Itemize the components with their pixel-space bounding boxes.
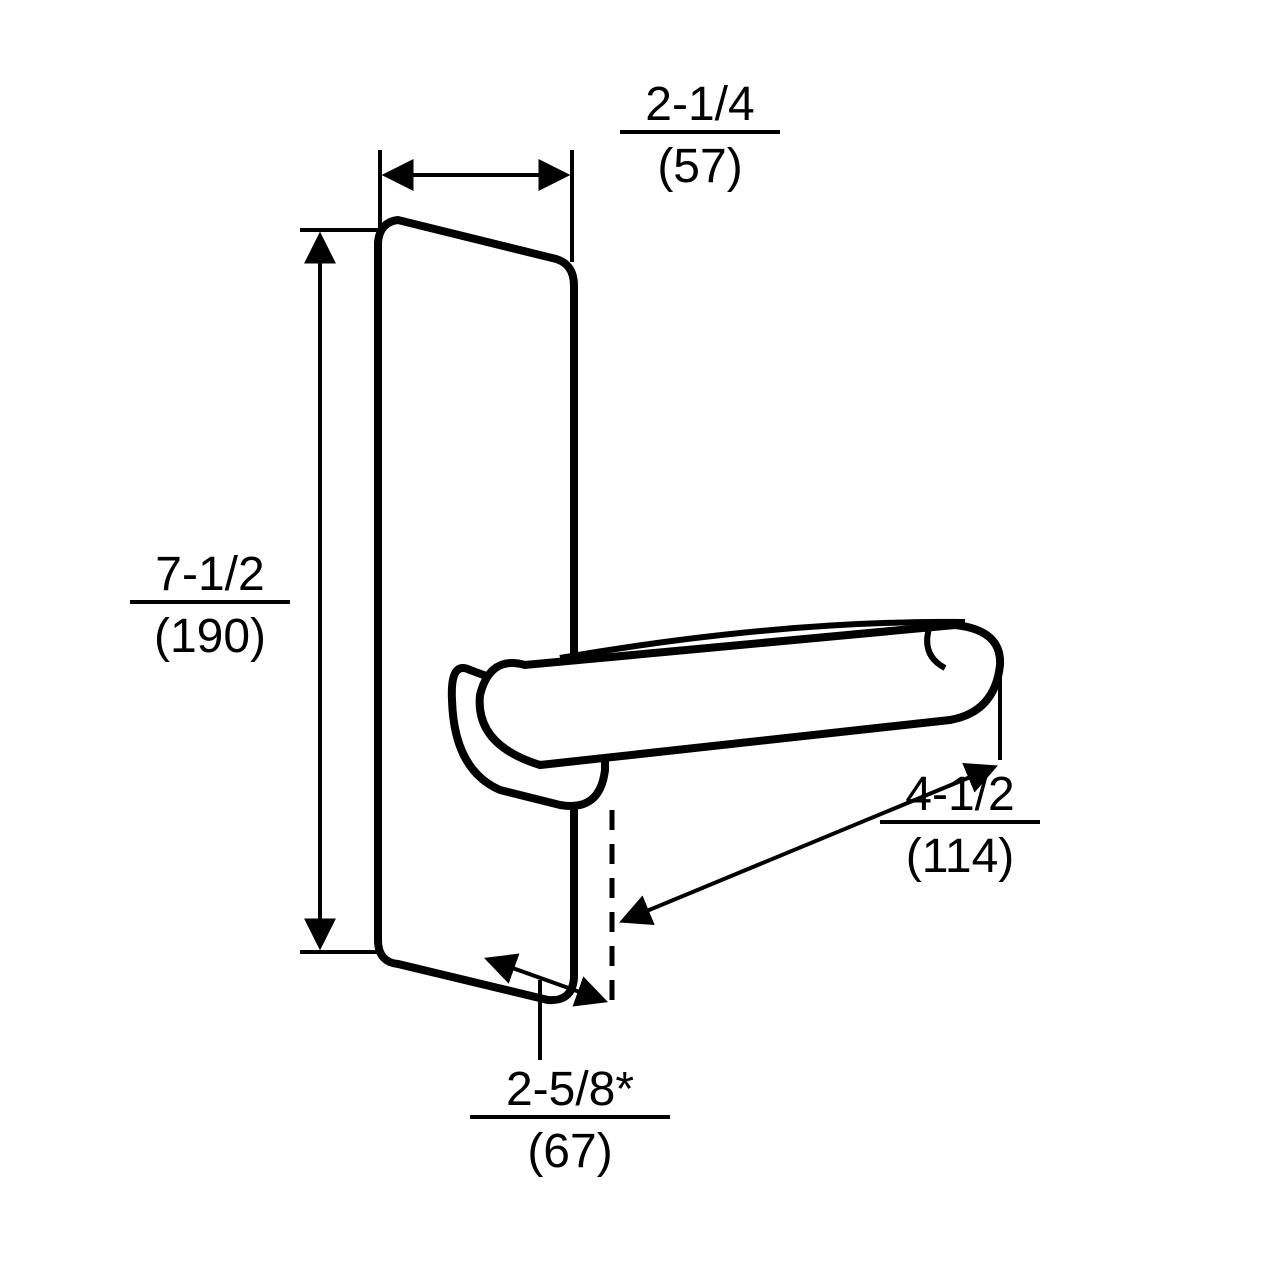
dim-lever-imperial: 4-1/2 [905, 768, 1014, 821]
dim-height-imperial: 7-1/2 [155, 548, 264, 601]
dim-proj-metric: (67) [527, 1125, 612, 1178]
dimension-height-left: 7-1/2 (190) [130, 230, 380, 952]
dim-height-metric: (190) [154, 610, 266, 663]
dim-width-metric: (57) [657, 140, 742, 193]
escutcheon-plate [378, 220, 574, 1000]
dim-lever-metric: (114) [906, 830, 1015, 883]
technical-diagram: 2-1/4 (57) 7-1/2 (190) 4-1/2 (114) 2-5/8… [0, 0, 1280, 1280]
dim-width-imperial: 2-1/4 [645, 78, 754, 131]
dim-proj-imperial: 2-5/8* [506, 1063, 634, 1116]
